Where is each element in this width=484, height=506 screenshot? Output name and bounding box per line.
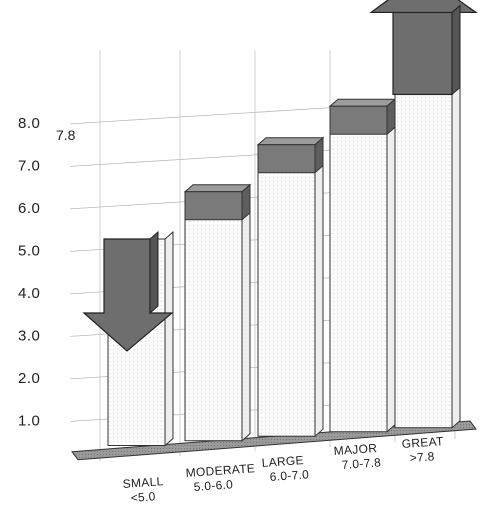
category-range-label: 6.0-7.0 [269,467,309,484]
bar-major [328,98,397,433]
category-label: MODERATE [185,461,255,480]
y-tick-label: 2.0 [18,370,40,387]
bar-cap [184,191,243,221]
bar-cap-top [256,137,325,146]
category-range-label: 7.0-7.8 [341,455,381,472]
bar-face [257,144,316,437]
bar-great [369,0,478,429]
bar-side [386,98,396,433]
bar-cap [257,144,316,174]
y-tick-label: 4.0 [18,285,40,302]
y-tick-label: 7.0 [18,158,40,175]
bar-side [164,230,174,447]
bar-cap-side [241,183,251,221]
up-arrow-shaft [392,11,453,96]
up-arrow-side [451,4,461,96]
bar-moderate [183,183,252,442]
category-label: SMALL [122,474,164,491]
y-tick-label: 1.0 [18,413,40,430]
annotation-label: 7.8 [56,127,76,143]
y-tick-label: 3.0 [18,328,40,345]
category-label: MAJOR [333,441,377,458]
bar-small [82,230,174,447]
bar-cap-top [328,98,397,107]
y-tick-label: 6.0 [18,200,40,217]
y-tick-label: 5.0 [18,243,40,260]
category-range-label: 5.0-6.0 [193,477,233,494]
bar-side [314,136,324,438]
category-range-label: >7.8 [409,449,435,465]
bar-side [451,64,461,429]
down-arrow-side [149,230,159,315]
bar-cap-top [183,184,252,193]
bar-face [184,191,243,442]
bar-cap-side [314,136,324,174]
category-label: GREAT [401,434,444,451]
category-range-label: <5.0 [130,489,156,505]
up-arrow-head [369,0,478,14]
bar-side [241,183,251,442]
bar-cap [329,105,388,135]
bar-large [256,136,325,438]
y-tick-label: 8.0 [18,115,40,132]
bar-face [329,105,388,433]
category-label: LARGE [261,453,304,470]
bar-face [394,71,453,429]
